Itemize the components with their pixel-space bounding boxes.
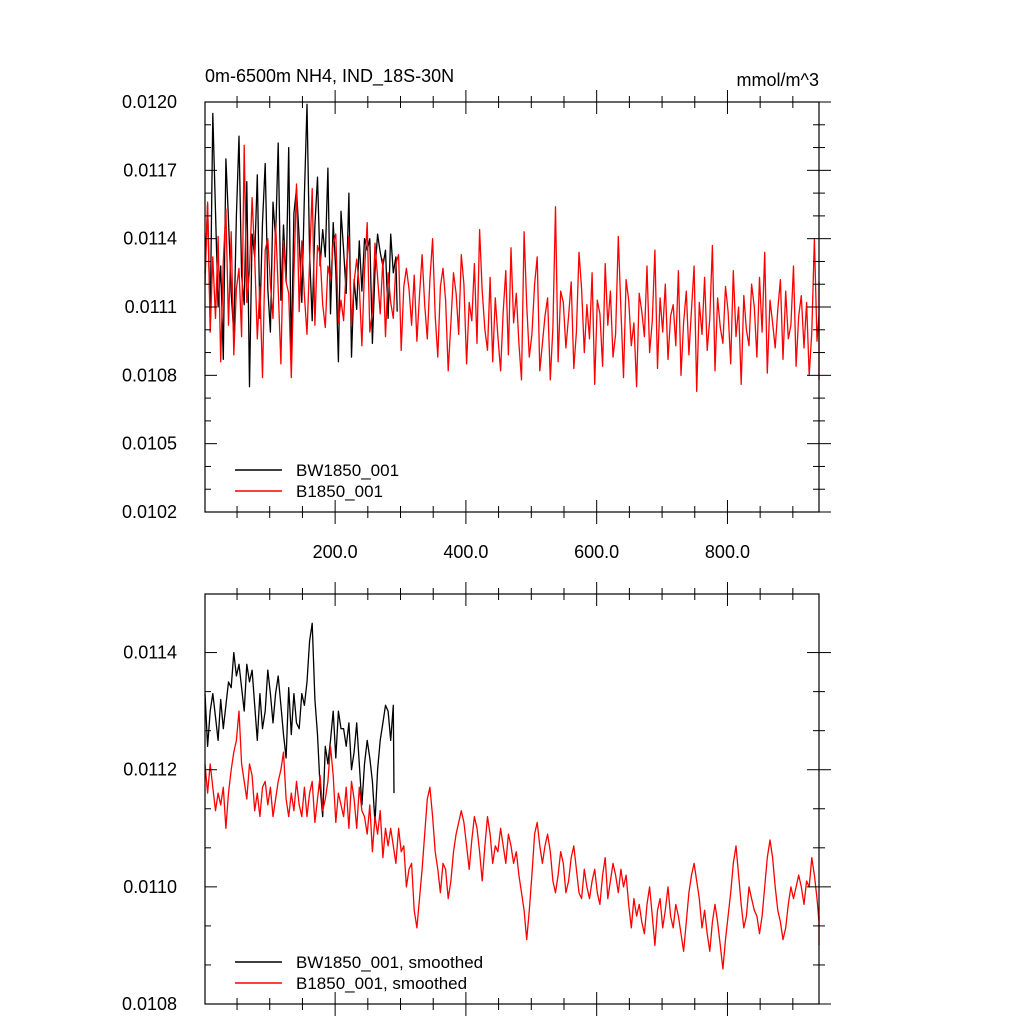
top-x-tick-label: 200.0	[313, 542, 358, 562]
bottom-legend-label-b1850: B1850_001, smoothed	[296, 974, 467, 993]
top-plot-frame	[204, 101, 820, 513]
top-y-tick-label: 0.0102	[122, 502, 177, 522]
bottom-series-bw1850-001	[204, 622, 395, 824]
top-legend-label-b1850: B1850_001	[296, 482, 383, 501]
top-units-label: mmol/m^3	[737, 70, 819, 90]
top-x-tick-label: 600.0	[574, 542, 619, 562]
bottom-series-b1850-001	[204, 710, 820, 970]
bottom-ticks: 0.0108 0.0110 0.0112 0.0114	[122, 582, 831, 1016]
top-y-tick-label: 0.0105	[122, 434, 177, 454]
top-x-tick-label: 800.0	[705, 542, 750, 562]
top-y-tick-label: 0.0114	[123, 229, 177, 249]
top-legend-label-bw1850: BW1850_001	[296, 461, 399, 480]
bottom-legend: BW1850_001, smoothed B1850_001, smoothed	[235, 953, 483, 993]
top-ticks: 0.0102 0.0105 0.0108 0.0111 0.0114 0.0117 0.01…	[122, 90, 831, 562]
bottom-plot-frame	[204, 593, 820, 1005]
top-legend: BW1850_001 B1850_001	[235, 461, 399, 501]
top-y-tick-label: 0.0108	[122, 365, 177, 385]
bottom-y-tick-label: 0.0110	[123, 877, 177, 897]
top-y-tick-label: 0.0117	[123, 160, 177, 180]
top-series-layer	[204, 103, 820, 392]
bottom-legend-label-bw1850: BW1850_001, smoothed	[296, 953, 483, 972]
top-chart-title: 0m-6500m NH4, IND_18S-30N	[205, 66, 454, 87]
top-y-tick-label: 0.0120	[122, 92, 177, 112]
top-y-tick-label: 0.0111	[125, 297, 177, 317]
top-panel: 0.0102 0.0105 0.0108 0.0111 0.0114 0.0117 0.01…	[122, 66, 831, 562]
bottom-y-tick-label: 0.0114	[123, 643, 177, 663]
bottom-panel: 0.0108 0.0110 0.0112 0.0114 BW1850_001, smo…	[122, 582, 831, 1016]
bottom-y-tick-label: 0.0112	[123, 760, 177, 780]
top-x-tick-label: 400.0	[443, 542, 488, 562]
bottom-y-tick-label: 0.0108	[122, 994, 177, 1014]
top-series-b1850-001	[204, 144, 820, 392]
bottom-series-layer	[204, 622, 820, 970]
